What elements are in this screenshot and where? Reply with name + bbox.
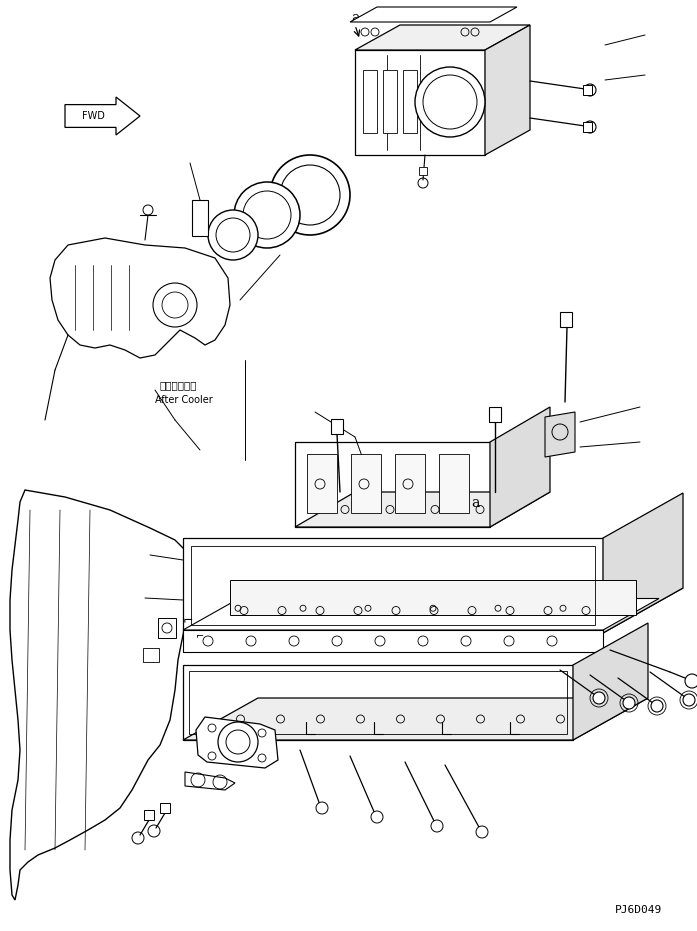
Polygon shape	[383, 70, 397, 133]
Polygon shape	[363, 70, 377, 133]
Polygon shape	[355, 50, 485, 155]
Polygon shape	[355, 25, 530, 50]
Circle shape	[651, 700, 663, 712]
Polygon shape	[350, 7, 517, 22]
Circle shape	[685, 674, 697, 688]
Polygon shape	[183, 538, 603, 633]
Polygon shape	[307, 454, 337, 513]
Polygon shape	[10, 490, 193, 900]
Polygon shape	[295, 442, 490, 527]
Polygon shape	[331, 419, 343, 434]
Text: FWD: FWD	[82, 111, 105, 121]
Polygon shape	[183, 630, 603, 652]
Circle shape	[218, 722, 258, 762]
Text: a: a	[470, 496, 480, 510]
Text: ⌐: ⌐	[183, 614, 193, 627]
Polygon shape	[295, 492, 550, 527]
Circle shape	[415, 67, 485, 137]
Circle shape	[593, 692, 605, 704]
Polygon shape	[583, 122, 592, 132]
Text: After Cooler: After Cooler	[155, 395, 213, 405]
Polygon shape	[192, 200, 208, 236]
Polygon shape	[485, 25, 530, 155]
Circle shape	[270, 155, 350, 235]
Circle shape	[476, 826, 488, 838]
Polygon shape	[603, 493, 683, 633]
Polygon shape	[183, 698, 648, 740]
Polygon shape	[419, 167, 427, 175]
Text: PJ6D049: PJ6D049	[615, 905, 662, 915]
Circle shape	[371, 811, 383, 823]
Polygon shape	[143, 648, 159, 662]
Polygon shape	[395, 454, 425, 513]
Circle shape	[153, 283, 197, 327]
Text: ⌐: ⌐	[196, 630, 204, 640]
Polygon shape	[183, 665, 573, 740]
Circle shape	[316, 802, 328, 814]
Polygon shape	[573, 623, 648, 740]
Circle shape	[683, 694, 695, 706]
Circle shape	[623, 697, 635, 709]
Polygon shape	[185, 772, 235, 790]
Circle shape	[208, 210, 258, 260]
Polygon shape	[489, 407, 501, 422]
Polygon shape	[160, 803, 170, 813]
Polygon shape	[560, 312, 572, 327]
Polygon shape	[439, 454, 469, 513]
Polygon shape	[144, 810, 154, 820]
Polygon shape	[490, 407, 550, 527]
Polygon shape	[50, 238, 230, 358]
Polygon shape	[183, 599, 659, 630]
Circle shape	[431, 820, 443, 832]
Circle shape	[234, 182, 300, 248]
Polygon shape	[583, 85, 592, 95]
Polygon shape	[351, 454, 381, 513]
Polygon shape	[158, 618, 176, 638]
Text: アフタクーラ: アフタクーラ	[160, 380, 197, 390]
Polygon shape	[230, 580, 636, 615]
Polygon shape	[545, 412, 575, 457]
Polygon shape	[403, 70, 417, 133]
Polygon shape	[65, 97, 140, 135]
Polygon shape	[183, 588, 683, 633]
Text: a: a	[351, 11, 359, 25]
Polygon shape	[196, 717, 278, 768]
